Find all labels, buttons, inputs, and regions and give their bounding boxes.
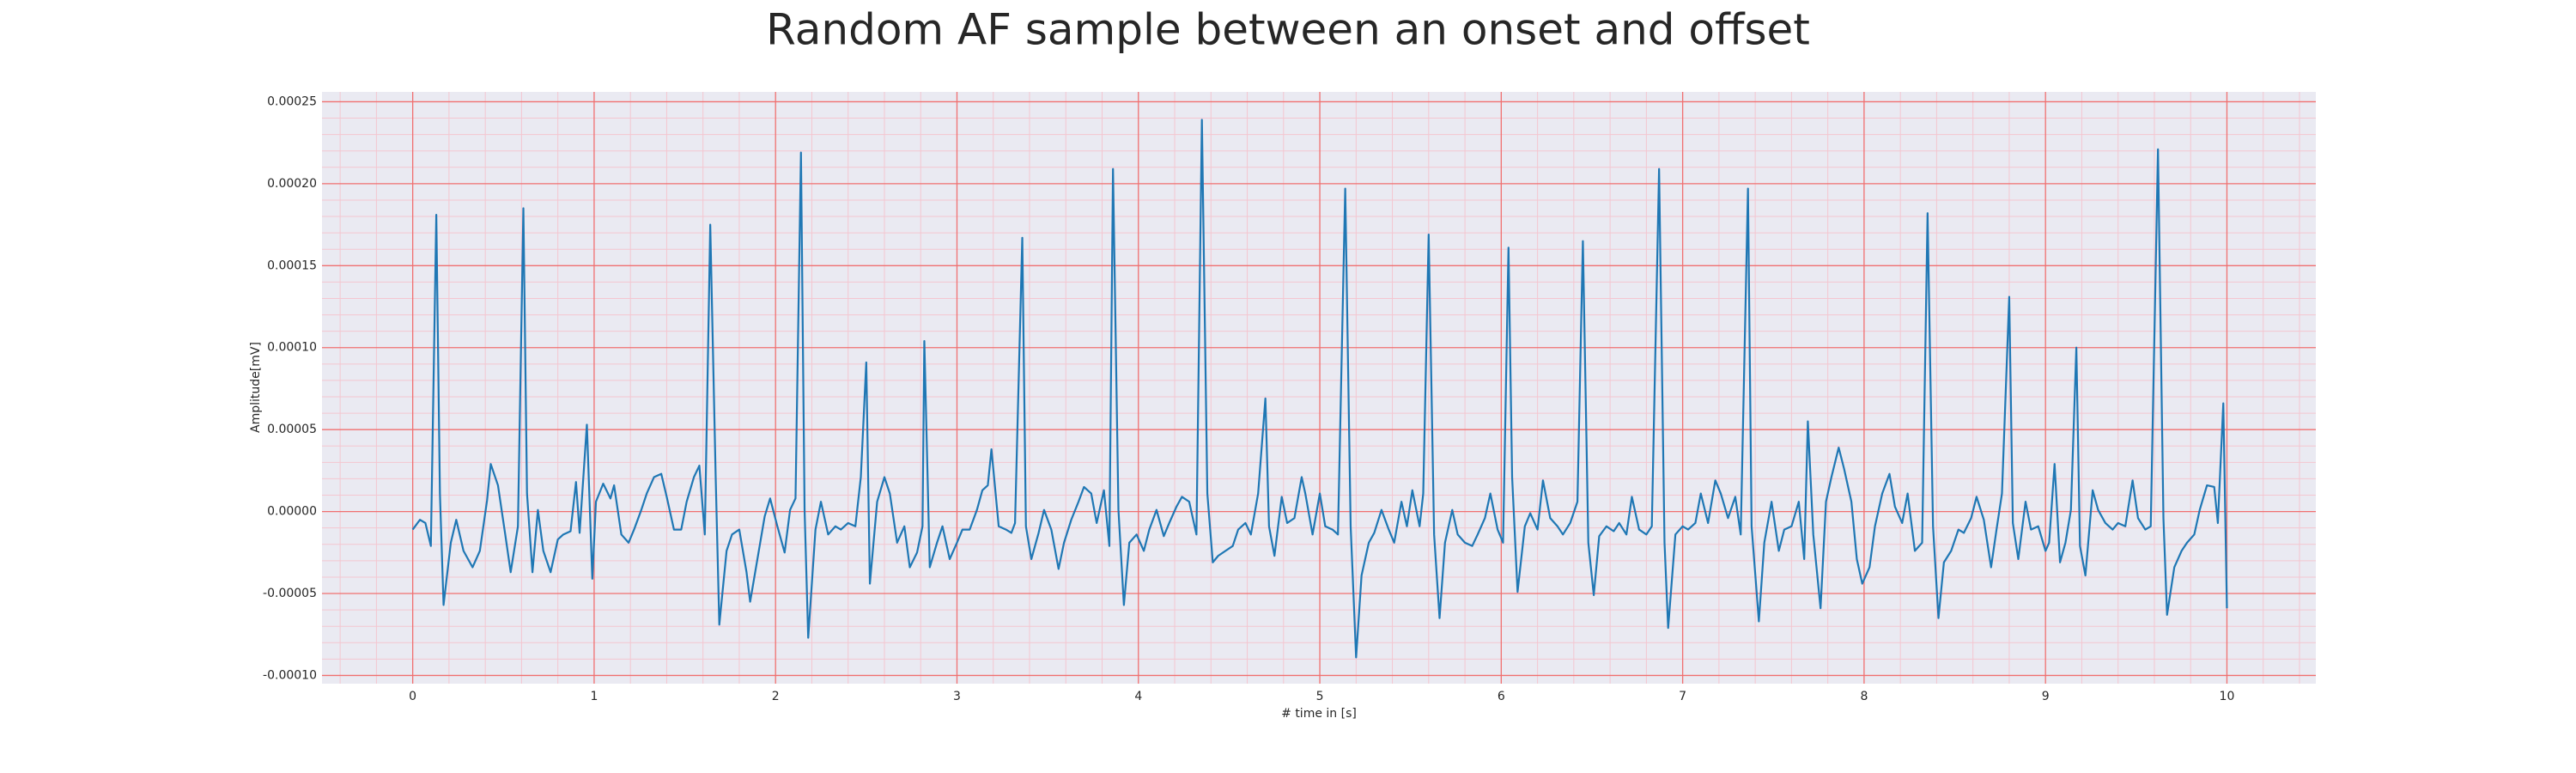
x-tick-label: 1 bbox=[590, 690, 598, 703]
x-tick-label: 7 bbox=[1679, 690, 1686, 703]
x-tick-label: 4 bbox=[1134, 690, 1142, 703]
y-tick-label: -0.00010 bbox=[263, 668, 317, 682]
y-tick-label: 0.00020 bbox=[267, 177, 317, 191]
y-tick-label: 0.00015 bbox=[267, 259, 317, 272]
signal-line bbox=[411, 119, 2228, 659]
x-tick-label: 9 bbox=[2042, 690, 2050, 703]
minor-grid bbox=[322, 92, 2316, 684]
x-tick-label: 6 bbox=[1498, 690, 1505, 703]
chart-title: Random AF sample between an onset and of… bbox=[766, 5, 1810, 55]
x-tick-label: 8 bbox=[1860, 690, 1868, 703]
y-tick-label: 0.00000 bbox=[267, 505, 317, 519]
y-tick-label: 0.00025 bbox=[267, 94, 317, 108]
x-tick-label: 3 bbox=[953, 690, 961, 703]
y-tick-label: 0.00005 bbox=[267, 423, 317, 436]
y-tick-label: -0.00005 bbox=[263, 587, 317, 600]
major-grid bbox=[322, 92, 2316, 684]
x-axis-label: # time in [s] bbox=[1281, 707, 1357, 721]
y-tick-label: 0.00010 bbox=[267, 341, 317, 355]
x-tick-label: 10 bbox=[2220, 690, 2235, 703]
x-tick-label: 2 bbox=[772, 690, 780, 703]
data-layer bbox=[411, 119, 2228, 659]
x-tick-label: 0 bbox=[409, 690, 416, 703]
tick-labels: 0 1 2 3 4 5 6 7 8 9 10 -0.00010 -0.00005 0.00000 0.000… bbox=[263, 94, 2234, 703]
plot-area bbox=[322, 92, 2316, 684]
y-axis-label: Amplitude[mV] bbox=[249, 342, 263, 433]
x-tick-label: 5 bbox=[1316, 690, 1324, 703]
